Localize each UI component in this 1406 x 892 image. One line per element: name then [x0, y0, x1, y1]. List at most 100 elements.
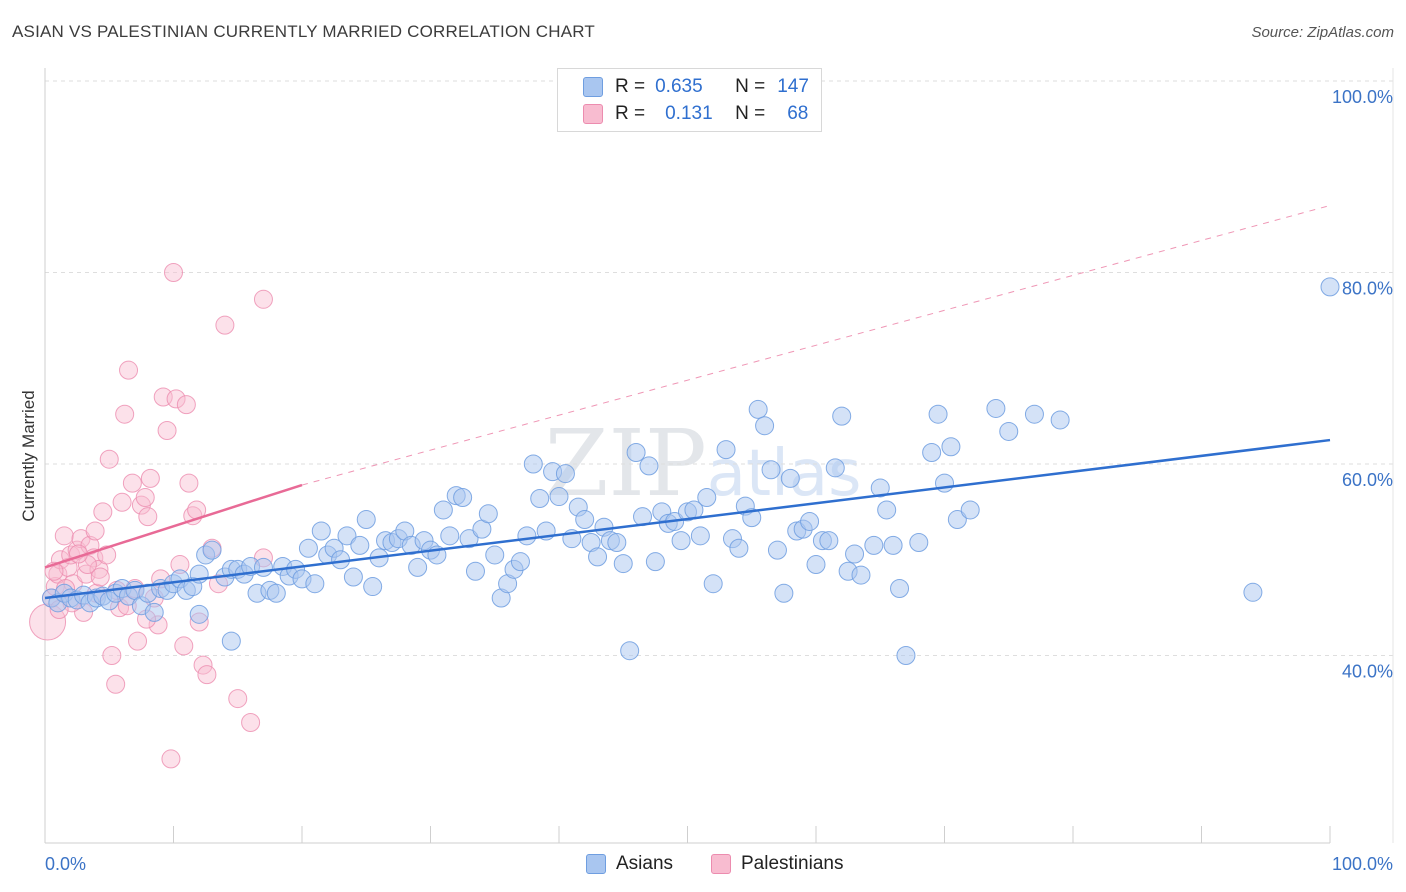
x-tick-label: 0.0%	[45, 854, 86, 874]
asian-point	[832, 406, 852, 426]
asian-point	[298, 538, 318, 558]
asian-point	[202, 540, 222, 560]
legend-row-asians: R = 0.635 N = 147	[583, 75, 809, 99]
legend-r-label: R =	[615, 103, 646, 124]
stats-legend: R = 0.635 N = 147 R = 0.131 N = 68	[557, 68, 822, 132]
palestinian-point	[93, 502, 113, 522]
asian-point	[350, 535, 370, 555]
palestinian-point	[193, 655, 213, 675]
trend-lines	[44, 204, 1331, 600]
asian-point	[697, 488, 717, 508]
y-tick-label: 100.0%	[1332, 87, 1393, 107]
asian-point	[819, 531, 839, 551]
asian-point	[1320, 277, 1340, 297]
legend-n-label: N =	[735, 76, 766, 97]
legend-n-label: N =	[735, 103, 766, 124]
asian-point	[639, 456, 659, 476]
asian-point	[767, 540, 787, 560]
asians-swatch	[583, 77, 603, 97]
asian-point	[459, 529, 479, 549]
asian-point	[607, 533, 627, 553]
legend-r-value: 0.131	[665, 103, 713, 124]
palestinian-point	[161, 749, 181, 769]
palestinians-swatch	[583, 104, 603, 124]
asian-point	[253, 557, 273, 577]
chart-source: Source: ZipAtlas.com	[1251, 24, 1394, 41]
legend-item-asians: Asians	[586, 851, 673, 877]
asian-point	[890, 578, 910, 598]
asian-point	[748, 399, 768, 419]
palestinians-trend-line	[44, 483, 303, 569]
legend-r-value: 0.635	[655, 76, 703, 97]
asian-point	[729, 538, 749, 558]
palestinian-point	[99, 449, 119, 469]
asian-point	[909, 533, 929, 553]
palestinian-point	[102, 646, 122, 665]
palestinian-point	[215, 315, 235, 335]
asian-point	[530, 488, 550, 508]
asian-point	[343, 567, 363, 587]
asian-point	[755, 416, 775, 436]
asian-point	[613, 554, 633, 574]
asian-point	[960, 500, 980, 520]
asian-point	[1024, 404, 1044, 424]
asian-point	[999, 421, 1019, 441]
asian-point	[761, 460, 781, 480]
palestinian-point	[197, 665, 217, 685]
asian-point	[941, 437, 961, 457]
palestinian-point	[128, 631, 148, 651]
asian-point	[851, 565, 871, 585]
asian-point	[588, 547, 608, 567]
y-axis-label: Currently Married	[19, 390, 38, 521]
asian-point	[523, 454, 543, 474]
palestinian-point	[140, 468, 160, 488]
palestinian-point	[76, 564, 96, 584]
y-tick-label: 60.0%	[1342, 470, 1393, 490]
asian-point	[510, 552, 530, 572]
palestinian-point	[119, 360, 139, 380]
palestinian-point	[179, 473, 199, 493]
asian-point	[870, 478, 890, 498]
asian-point	[408, 557, 428, 577]
asian-point	[620, 641, 640, 661]
asian-point	[986, 398, 1006, 418]
asian-point	[864, 535, 884, 555]
asian-point	[144, 602, 164, 622]
asian-point	[645, 552, 665, 572]
palestinian-point	[106, 674, 126, 694]
asian-point	[825, 458, 845, 478]
palestinian-point	[157, 420, 177, 440]
asian-point	[845, 544, 865, 564]
y-tick-label: 40.0%	[1342, 662, 1393, 682]
palestinian-point	[164, 263, 183, 282]
palestinians-trend-projection	[301, 204, 1331, 486]
palestinian-point	[90, 567, 110, 587]
asian-point	[555, 464, 575, 484]
palestinians-points	[29, 263, 273, 769]
asian-point	[780, 468, 800, 488]
asian-point	[703, 574, 723, 594]
asian-point	[877, 500, 897, 520]
legend-item-palestinians: Palestinians	[711, 851, 843, 877]
asians-points	[41, 277, 1340, 665]
palestinian-point	[135, 488, 155, 508]
legend-r-label: R =	[615, 76, 646, 97]
asian-point	[453, 488, 473, 508]
palestinian-point	[166, 389, 186, 409]
asian-point	[305, 574, 325, 594]
asian-point	[440, 526, 460, 546]
asian-point	[742, 508, 762, 528]
asian-point	[800, 511, 820, 531]
asian-point	[189, 604, 209, 624]
asian-point	[671, 531, 691, 551]
palestinian-point	[85, 521, 105, 541]
asian-point	[716, 440, 736, 460]
x-tick-labels: 0.0% 100.0%	[45, 854, 1393, 874]
y-tick-labels: 100.0% 80.0% 60.0% 40.0%	[1332, 87, 1393, 682]
palestinians-legend-label: Palestinians	[741, 853, 844, 874]
asian-point	[575, 510, 595, 530]
asian-point	[363, 577, 383, 597]
palestinian-point	[115, 404, 135, 424]
legend-n-value: 68	[787, 103, 809, 124]
